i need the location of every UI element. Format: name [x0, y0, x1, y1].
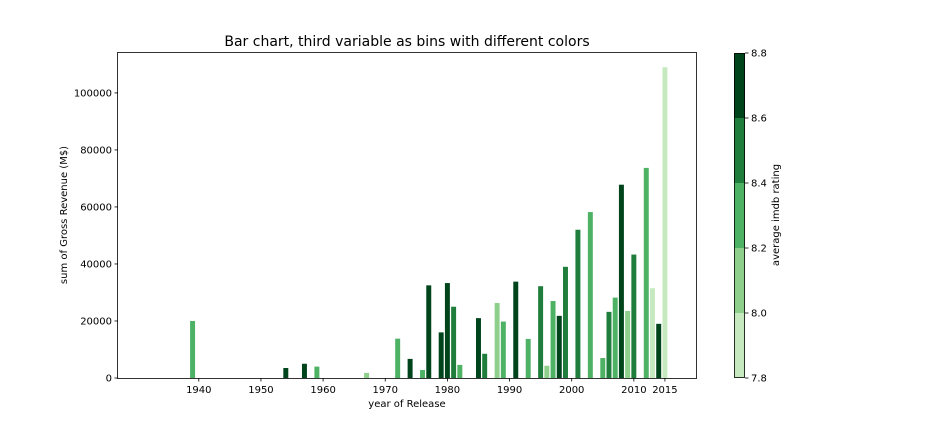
bar — [395, 338, 401, 378]
colorbar-tick-label: 8.4 — [751, 179, 767, 190]
y-tick-label: 100000 — [74, 88, 112, 99]
y-axis-title: sum of Gross Revenue (M$) — [59, 146, 70, 284]
colorbar: 7.8 8.0 8.2 8.4 8.6 8.8 — [734, 49, 767, 385]
colorbar-tick-label: 8.0 — [751, 309, 767, 320]
bar — [662, 67, 668, 378]
bar — [482, 353, 488, 378]
bar — [438, 332, 444, 378]
bar — [314, 366, 320, 378]
x-tick-label: 1970 — [373, 385, 398, 396]
bar — [575, 229, 581, 378]
y-tick-label: 60000 — [80, 202, 112, 213]
bars-layer — [190, 67, 668, 378]
x-tick-label: 2000 — [559, 385, 584, 396]
x-tick-label: 1990 — [497, 385, 522, 396]
x-tick-label: 2015 — [652, 385, 677, 396]
bar — [525, 338, 531, 378]
bar — [550, 301, 556, 378]
x-axis-title: year of Release — [368, 399, 445, 410]
x-axis: 1940 1950 1960 1970 1980 1990 2000 2010 2015 — [186, 378, 678, 396]
chart-title: Bar chart, third variable as bins with d… — [224, 34, 589, 50]
bar — [538, 286, 544, 378]
bar — [556, 315, 562, 378]
bar — [190, 320, 196, 378]
bar — [656, 323, 662, 378]
colorbar-frame — [734, 53, 745, 378]
bar — [500, 321, 506, 378]
y-axis: 0 20000 40000 60000 80000 100000 — [74, 88, 118, 385]
bar — [494, 303, 500, 378]
colorbar-bin — [734, 248, 745, 313]
bar — [600, 358, 606, 378]
bar — [457, 364, 463, 378]
bar — [407, 358, 413, 378]
bar — [625, 311, 631, 378]
x-tick-label: 1980 — [435, 385, 460, 396]
bar — [444, 283, 450, 378]
colorbar-bin — [734, 313, 745, 378]
colorbar-tick-label: 8.6 — [751, 114, 767, 125]
bar — [301, 363, 307, 378]
bar — [606, 311, 612, 378]
bar — [650, 288, 655, 378]
y-tick-label: 20000 — [80, 316, 112, 327]
bar — [426, 285, 432, 378]
bar — [283, 368, 289, 378]
bar — [587, 212, 593, 378]
bar — [451, 306, 457, 378]
bar — [364, 372, 370, 378]
bar — [420, 370, 426, 378]
colorbar-tick-label: 8.8 — [751, 49, 767, 60]
colorbar-bin — [734, 53, 745, 118]
y-tick-label: 40000 — [80, 259, 112, 270]
colorbar-bin — [734, 118, 745, 183]
bar — [631, 254, 637, 378]
colorbar-bin — [734, 183, 745, 248]
y-tick-label: 0 — [106, 374, 112, 385]
y-tick-label: 80000 — [80, 145, 112, 156]
x-tick-label: 1950 — [248, 385, 273, 396]
x-tick-label: 1960 — [310, 385, 335, 396]
colorbar-tick-label: 8.2 — [751, 244, 767, 255]
bar — [618, 184, 624, 378]
plot-frame — [117, 52, 697, 379]
colorbar-title: average imdb rating — [771, 164, 782, 266]
colorbar-tick-label: 7.8 — [751, 374, 767, 385]
bar — [563, 266, 568, 378]
bar — [643, 167, 649, 378]
bar — [513, 281, 519, 378]
bar — [475, 318, 481, 378]
bar — [612, 297, 618, 378]
x-tick-label: 1940 — [186, 385, 211, 396]
bar — [544, 365, 550, 378]
x-tick-label: 2010 — [621, 385, 646, 396]
